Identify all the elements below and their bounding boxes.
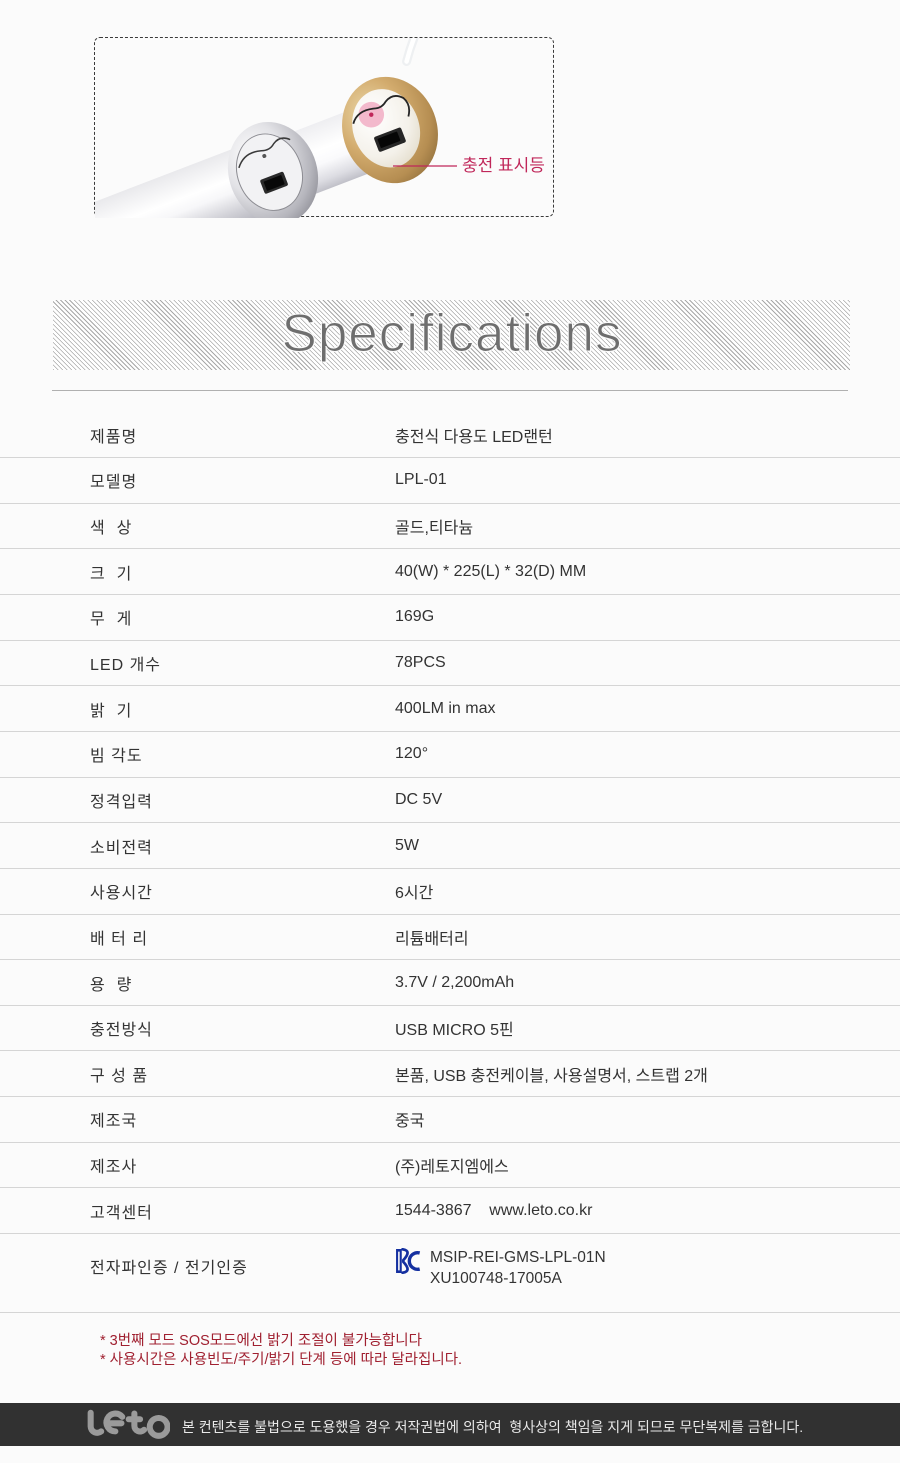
svg-text:충전 표시등: 충전 표시등 (462, 156, 545, 175)
svg-text:Specifications: Specifications (281, 304, 622, 363)
